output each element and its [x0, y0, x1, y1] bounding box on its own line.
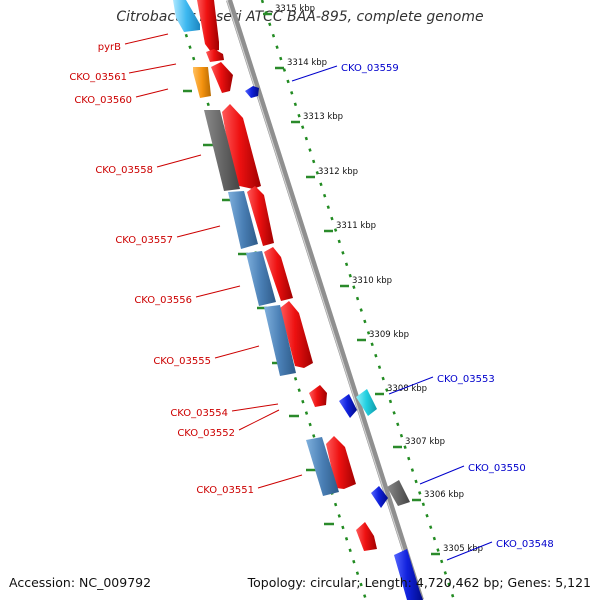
gene-label-CKO_03548[interactable]: CKO_03548: [496, 539, 554, 550]
kbp-tick-label: 3312 kbp: [318, 167, 358, 177]
gene-label-CKO_03557[interactable]: CKO_03557: [115, 235, 173, 246]
gene-label-leader: [257, 474, 303, 489]
gene-label-CKO_03559[interactable]: CKO_03559: [341, 63, 399, 74]
scale-ticks: 3315 kbp 3314 kbp 3313 kbp 3312 kbp 3311 kbp…: [263, 4, 483, 556]
gene-CKO_03556[interactable]: [264, 247, 293, 301]
gene-steel-3[interactable]: [264, 305, 296, 376]
forward-genes: [197, 0, 377, 551]
gene-label-leader: [176, 225, 221, 238]
gene-light-blue-top[interactable]: [173, 0, 200, 32]
gene-CKO_03555[interactable]: [280, 301, 313, 368]
kbp-tick-label: 3307 kbp: [405, 437, 445, 447]
gene-label-CKO_03560[interactable]: CKO_03560: [74, 95, 132, 106]
gene-forward-lower[interactable]: [356, 522, 377, 551]
kbp-tick-label: 3310 kbp: [352, 276, 392, 286]
gene-label-CKO_03555[interactable]: CKO_03555: [153, 356, 211, 367]
kbp-tick-label: 3306 kbp: [424, 490, 464, 500]
gene-steel-1[interactable]: [228, 191, 258, 249]
gene-CKO_03550-gray[interactable]: [387, 480, 410, 506]
gene-pyrB[interactable]: [197, 0, 219, 52]
kbp-tick-label: 3308 kbp: [387, 384, 427, 394]
gene-CKO_03550-blue[interactable]: [371, 486, 388, 508]
genome-backbone: [226, 0, 424, 600]
gene-label-CKO_03550[interactable]: CKO_03550: [468, 463, 526, 474]
gene-gray-block[interactable]: [204, 110, 240, 191]
gene-label-leader: [156, 154, 202, 168]
gene-CKO_03560[interactable]: [211, 62, 233, 93]
gene-label-CKO_03553[interactable]: CKO_03553: [437, 374, 495, 385]
gene-label-leader: [231, 403, 279, 412]
gene-label-CKO_03561[interactable]: CKO_03561: [69, 72, 127, 83]
topology-label: Topology: circular; Length: 4,720,462 bp…: [247, 575, 591, 590]
gene-CKO_03561[interactable]: [206, 49, 224, 62]
gene-label-leader: [135, 88, 169, 98]
inner-tick-marks: [183, 89, 334, 526]
gene-label-leader: [128, 63, 177, 74]
kbp-tick-label: 3313 kbp: [303, 112, 343, 122]
gene-label-CKO_03558[interactable]: CKO_03558: [95, 165, 153, 176]
accession-label: Accession: NC_009792: [9, 575, 152, 590]
gene-label-pyrB[interactable]: pyrB: [98, 42, 121, 53]
kbp-tick-label: 3314 kbp: [287, 58, 327, 68]
gene-CKO_03558[interactable]: [222, 104, 261, 189]
gene-CKO_03554[interactable]: [309, 385, 327, 407]
gene-label-leader: [388, 376, 434, 395]
gene-label-leader: [124, 33, 169, 45]
gene-label-leader: [238, 409, 280, 431]
gene-label-leader: [195, 285, 241, 298]
gene-label-CKO_03552[interactable]: CKO_03552: [177, 428, 235, 439]
gene-steel-4[interactable]: [306, 437, 339, 496]
gene-label-leader: [446, 541, 493, 561]
kbp-tick-label: 3315 kbp: [275, 4, 315, 14]
kbp-tick-label: 3311 kbp: [336, 221, 376, 231]
reverse-genes-inner: [173, 0, 339, 496]
gene-CKO_03557[interactable]: [247, 186, 274, 246]
reverse-genes-outer: [245, 86, 423, 600]
kbp-tick-label: 3309 kbp: [369, 330, 409, 340]
gene-steel-2[interactable]: [246, 251, 276, 306]
gene-label-leader: [419, 465, 465, 485]
kbp-tick-label: 3305 kbp: [443, 544, 483, 554]
gene-CKO_03559[interactable]: [245, 86, 259, 98]
gene-CKO_03560-orange[interactable]: [193, 67, 211, 98]
gene-CKO_03553-cyan[interactable]: [356, 389, 377, 416]
outer-dotted-guide: [260, 0, 456, 600]
gene-labels: pyrB CKO_03561 CKO_03560 CKO_03558 CKO_03557…: [69, 33, 554, 561]
gene-CKO_03548[interactable]: [394, 549, 423, 600]
gene-label-CKO_03551[interactable]: CKO_03551: [196, 485, 254, 496]
gene-label-leader: [291, 65, 338, 82]
gene-label-leader: [214, 345, 260, 359]
gene-label-CKO_03556[interactable]: CKO_03556: [134, 295, 192, 306]
gene-CKO_03553-blue[interactable]: [339, 394, 357, 418]
gene-label-CKO_03554[interactable]: CKO_03554: [170, 408, 228, 419]
